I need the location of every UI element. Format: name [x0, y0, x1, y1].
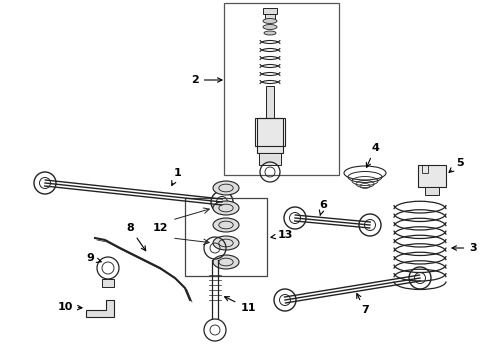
Text: 2: 2 — [191, 75, 222, 85]
Ellipse shape — [213, 255, 239, 269]
Text: 8: 8 — [126, 223, 146, 251]
Bar — [255, 118, 285, 146]
Bar — [224, 3, 339, 175]
Ellipse shape — [264, 31, 276, 35]
Ellipse shape — [263, 24, 277, 30]
Ellipse shape — [213, 181, 239, 195]
Bar — [422, 165, 428, 173]
Ellipse shape — [213, 201, 239, 215]
Ellipse shape — [263, 18, 277, 23]
Ellipse shape — [213, 236, 239, 250]
Text: 1: 1 — [172, 168, 182, 185]
Text: 4: 4 — [367, 143, 379, 167]
Ellipse shape — [213, 218, 239, 232]
Text: 7: 7 — [357, 294, 369, 315]
Text: 10: 10 — [57, 302, 82, 312]
Bar — [266, 86, 274, 118]
Text: 13: 13 — [271, 230, 293, 240]
Bar — [185, 198, 267, 276]
Text: 6: 6 — [319, 200, 327, 216]
Text: 11: 11 — [224, 297, 256, 313]
Bar — [259, 153, 281, 165]
Bar — [257, 118, 283, 153]
Bar — [265, 14, 275, 19]
Bar — [102, 279, 114, 287]
Polygon shape — [86, 300, 114, 317]
Bar — [418, 165, 446, 187]
Bar — [263, 8, 277, 14]
Bar — [425, 187, 439, 195]
Text: 9: 9 — [86, 253, 101, 263]
Text: 3: 3 — [452, 243, 477, 253]
Text: 12: 12 — [152, 223, 168, 233]
Text: 5: 5 — [449, 158, 464, 172]
